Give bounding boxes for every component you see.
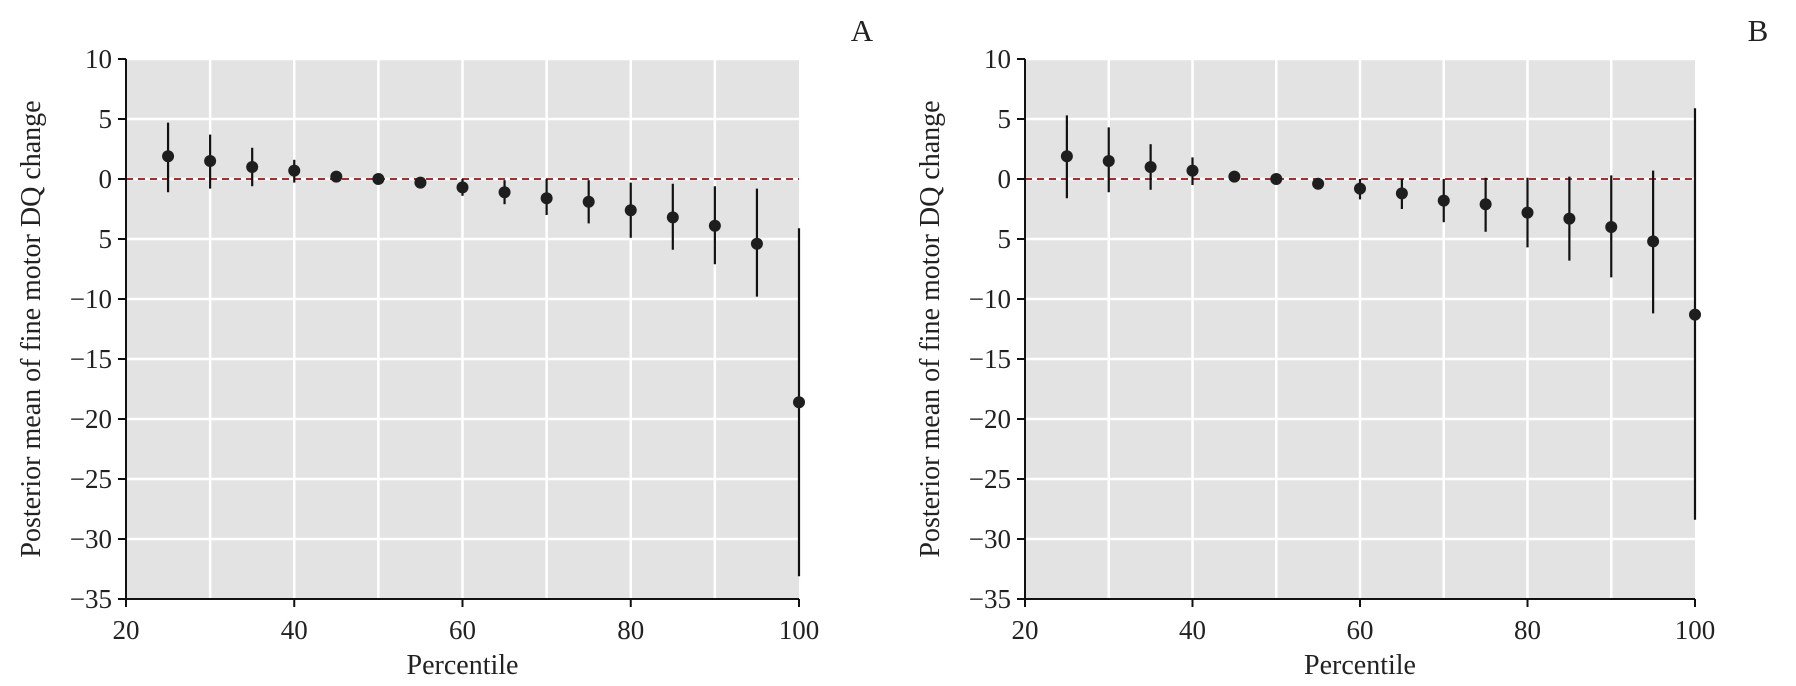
posterior-mean-point [372, 173, 385, 185]
posterior-mean-point [1689, 308, 1701, 321]
y-tick-label: 0 [998, 164, 1012, 194]
posterior-mean-point [1060, 150, 1073, 163]
posterior-mean-point [288, 164, 301, 177]
x-tick-label: 80 [1514, 615, 1541, 645]
posterior-mean-point [1312, 177, 1325, 190]
y-tick-label: −25 [969, 464, 1011, 494]
posterior-mean-point [1186, 164, 1199, 177]
x-tick-label: 100 [1675, 615, 1716, 645]
posterior-mean-point [498, 186, 511, 199]
posterior-mean-point [204, 155, 217, 167]
posterior-mean-point [750, 237, 763, 250]
y-axis-label: Posterior mean of fine motor DQ change [915, 100, 946, 557]
x-tick-label: 40 [1179, 615, 1206, 645]
y-tick-label: −35 [969, 584, 1011, 614]
y-tick-label: −30 [70, 524, 112, 554]
y-tick-label: 10 [85, 44, 112, 74]
posterior-mean-point [1228, 170, 1241, 183]
posterior-mean-point [1144, 161, 1157, 173]
x-tick-label: 80 [617, 615, 644, 645]
posterior-mean-point [1270, 173, 1283, 185]
posterior-mean-point [708, 219, 721, 232]
posterior-mean-point [330, 170, 343, 183]
y-tick-label: 5 [998, 224, 1012, 254]
posterior-mean-point [540, 192, 553, 205]
x-tick-label: 40 [281, 615, 308, 645]
posterior-mean-point [456, 181, 469, 194]
y-tick-label: 0 [99, 164, 113, 194]
posterior-mean-point [793, 396, 805, 409]
y-axis-label: Posterior mean of fine motor DQ change [16, 100, 47, 557]
posterior-mean-point [1437, 194, 1450, 207]
x-tick-label: 60 [449, 615, 476, 645]
x-tick-label: 60 [1347, 615, 1374, 645]
x-tick-label: 100 [779, 615, 820, 645]
posterior-mean-point [162, 150, 175, 163]
posterior-mean-point [1395, 187, 1408, 200]
y-tick-label: −20 [70, 404, 112, 434]
x-tick-label: 20 [1012, 615, 1039, 645]
y-tick-label: −35 [70, 584, 112, 614]
posterior-mean-point [1354, 182, 1366, 195]
y-tick-label: −10 [969, 284, 1011, 314]
posterior-mean-point [1479, 198, 1492, 211]
posterior-mean-point [414, 176, 427, 189]
y-tick-label: 10 [984, 44, 1011, 74]
posterior-mean-point [1521, 206, 1534, 219]
y-tick-label: −15 [969, 344, 1011, 374]
x-axis-label: Percentile [407, 650, 519, 681]
posterior-mean-point [666, 211, 679, 224]
y-tick-label: −30 [969, 524, 1011, 554]
posterior-mean-point [1563, 212, 1576, 225]
y-tick-label: −25 [70, 464, 112, 494]
posterior-mean-point [624, 204, 637, 217]
x-tick-label: 20 [113, 615, 140, 645]
posterior-mean-point [246, 161, 259, 173]
y-tick-label: −10 [70, 284, 112, 314]
x-axis-label: Percentile [1304, 650, 1416, 681]
posterior-mean-point [1647, 235, 1660, 248]
panel-label: B [1748, 13, 1769, 48]
y-tick-label: 5 [99, 224, 113, 254]
posterior-mean-point [582, 195, 595, 208]
y-tick-label: −15 [70, 344, 112, 374]
posterior-mean-point [1102, 155, 1115, 167]
y-tick-label: −20 [969, 404, 1011, 434]
panel-label: A [851, 13, 874, 48]
posterior-mean-point [1605, 221, 1618, 233]
y-tick-label: 5 [998, 104, 1012, 134]
y-tick-label: 5 [99, 104, 113, 134]
